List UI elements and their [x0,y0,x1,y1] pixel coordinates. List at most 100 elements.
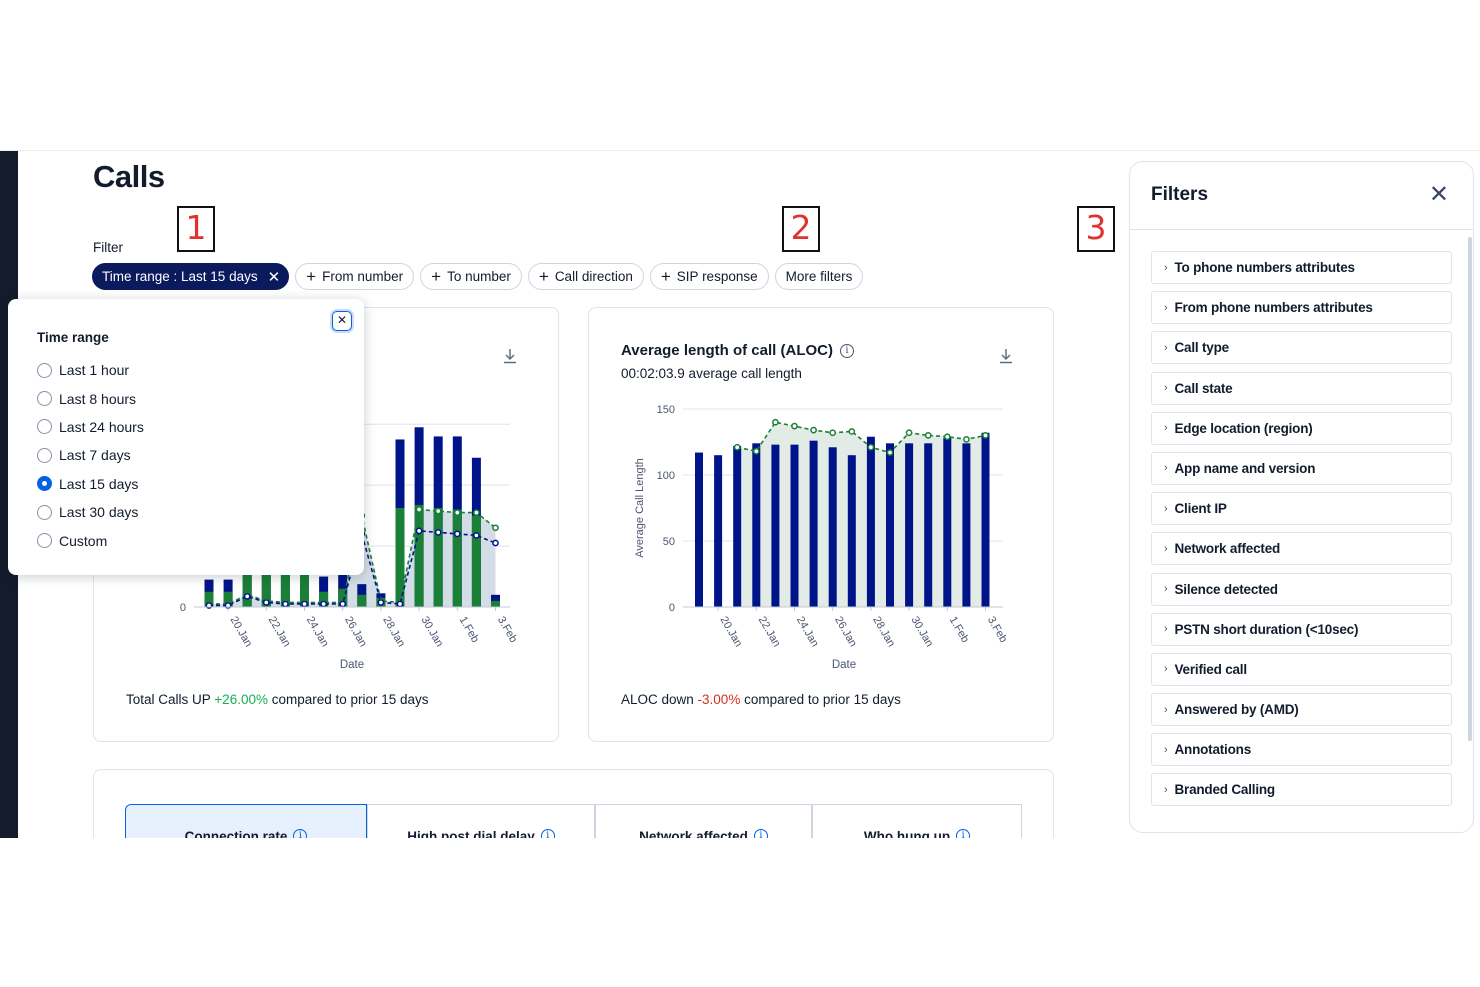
filter-item[interactable]: › Silence detected [1151,572,1452,606]
bar [943,438,952,607]
radio-option[interactable]: Last 8 hours [37,384,144,412]
chevron-right-icon: › [1164,663,1168,676]
time-range-chip-label: Time range : Last 15 days [102,269,258,284]
filter-item-label: PSTN short duration (<10sec) [1174,621,1359,637]
close-icon[interactable]: ✕ [1428,181,1449,208]
bar [866,436,875,607]
x-tick-label: 30.Jan [909,615,936,650]
time-range-popover: ✕ Time range Last 1 hour Last 8 hours La… [8,299,364,575]
info-icon[interactable]: i [839,343,854,358]
radio-option[interactable]: Last 1 hour [37,356,144,384]
data-point [453,530,461,538]
more-filters-button[interactable]: More filters [774,263,864,290]
sip-response-chip[interactable]: + SIP response [649,263,769,290]
radio-label: Last 24 hours [59,418,144,435]
filter-item[interactable]: › Network affected [1151,532,1452,566]
info-icon[interactable]: i [753,829,768,838]
radio-option-selected[interactable]: Last 15 days [37,470,144,498]
filter-item[interactable]: › Verified call [1151,652,1452,686]
filter-item[interactable]: › App name and version [1151,451,1452,485]
x-tick-label: 20.Jan [228,615,255,650]
chevron-right-icon: › [1164,783,1168,796]
x-tick-label: 3.Feb [985,615,1009,645]
data-point [473,532,480,539]
data-point [867,443,875,451]
from-number-chip[interactable]: + From number [295,263,415,290]
radio-button[interactable] [37,391,52,407]
radio-option[interactable]: Last 30 days [37,498,144,526]
to-number-chip[interactable]: + To number [420,263,522,290]
scrollbar[interactable] [1468,237,1472,741]
radio-option[interactable]: Last 24 hours [37,413,144,441]
calls-screen: Calls Filter 1 2 3 Time range : Last 15 … [0,150,1480,838]
aloc-title-row: Average length of call (ALOC) i [621,342,854,359]
filter-item[interactable]: › Call type [1151,331,1452,365]
radio-button[interactable] [37,447,52,463]
y-axis-label: Average Call Length [634,458,646,557]
info-icon[interactable]: i [293,829,308,838]
radio-button[interactable] [37,504,52,520]
time-range-heading: Time range [37,330,109,345]
data-point [924,432,932,439]
bar [714,455,723,607]
filter-item-label: To phone numbers attributes [1174,260,1355,275]
time-range-chip[interactable]: Time range : Last 15 days ✕ [92,263,290,290]
filter-item[interactable]: › Branded Calling [1151,773,1452,807]
radio-label: Custom [59,532,108,549]
y-tick-label: 0 [669,602,675,614]
series-area [209,509,496,607]
bar [433,508,443,607]
radio-button[interactable] [37,533,52,549]
filter-item[interactable]: › To phone numbers attributes [1151,251,1452,284]
x-tick-label: 26.Jan [832,615,859,650]
chevron-right-icon: › [1164,382,1168,395]
data-point [473,509,480,516]
y-tick-label: 50 [663,536,675,548]
filter-list: › To phone numbers attributes › From phone… [1151,251,1452,814]
bar [828,447,837,607]
tab-connection-rate[interactable]: Connection rate i [125,804,367,838]
filter-item[interactable]: › Edge location (region) [1151,411,1452,445]
x-tick-label: 26.Jan [342,615,369,650]
filter-chips: Time range : Last 15 days ✕ + From numbe… [92,263,864,290]
bar [905,443,914,607]
radio-button[interactable] [37,419,52,435]
radio-option[interactable]: Last 7 days [37,441,144,469]
call-direction-chip[interactable]: + Call direction [527,263,644,290]
data-point [752,447,760,455]
filter-item[interactable]: › PSTN short duration (<10sec) [1151,612,1452,646]
data-point [492,524,499,532]
bar [280,546,290,607]
filter-item[interactable]: › Client IP [1151,492,1452,526]
radio-button-checked[interactable] [37,476,52,492]
filter-item[interactable]: › Call state [1151,371,1452,405]
info-icon[interactable]: i [956,829,971,838]
x-axis-label: Date [832,659,856,671]
radio-label: Last 30 days [59,504,139,521]
filter-item[interactable]: › Answered by (AMD) [1151,693,1452,727]
close-icon[interactable]: ✕ [267,268,281,286]
data-point [982,432,989,439]
info-icon[interactable]: i [540,829,555,838]
total-calls-footer-prefix: Total Calls UP [126,692,215,707]
tab-network-affected[interactable]: Network affected i [595,804,812,838]
chevron-right-icon: › [1164,623,1168,636]
radio-button[interactable] [37,362,52,378]
filter-item[interactable]: › Annotations [1151,733,1452,767]
y-tick-label: 0 [180,602,186,614]
tab-who-hung-up[interactable]: Who hung up i [812,804,1022,838]
bar [338,588,348,607]
callout-3: 3 [1077,206,1115,252]
close-icon[interactable]: ✕ [332,311,352,331]
series-line [209,529,496,607]
radio-option[interactable]: Custom [37,526,144,554]
bar [790,444,799,607]
filter-item[interactable]: › From phone numbers attributes [1151,291,1452,325]
bar [962,443,971,607]
callout-1: 1 [177,206,215,252]
tab-high-post-dial-delay[interactable]: High post dial delay i [367,804,595,838]
download-icon[interactable] [503,348,517,364]
download-icon[interactable] [999,348,1013,364]
x-axis-label: Date [340,659,364,671]
data-point [415,506,423,513]
